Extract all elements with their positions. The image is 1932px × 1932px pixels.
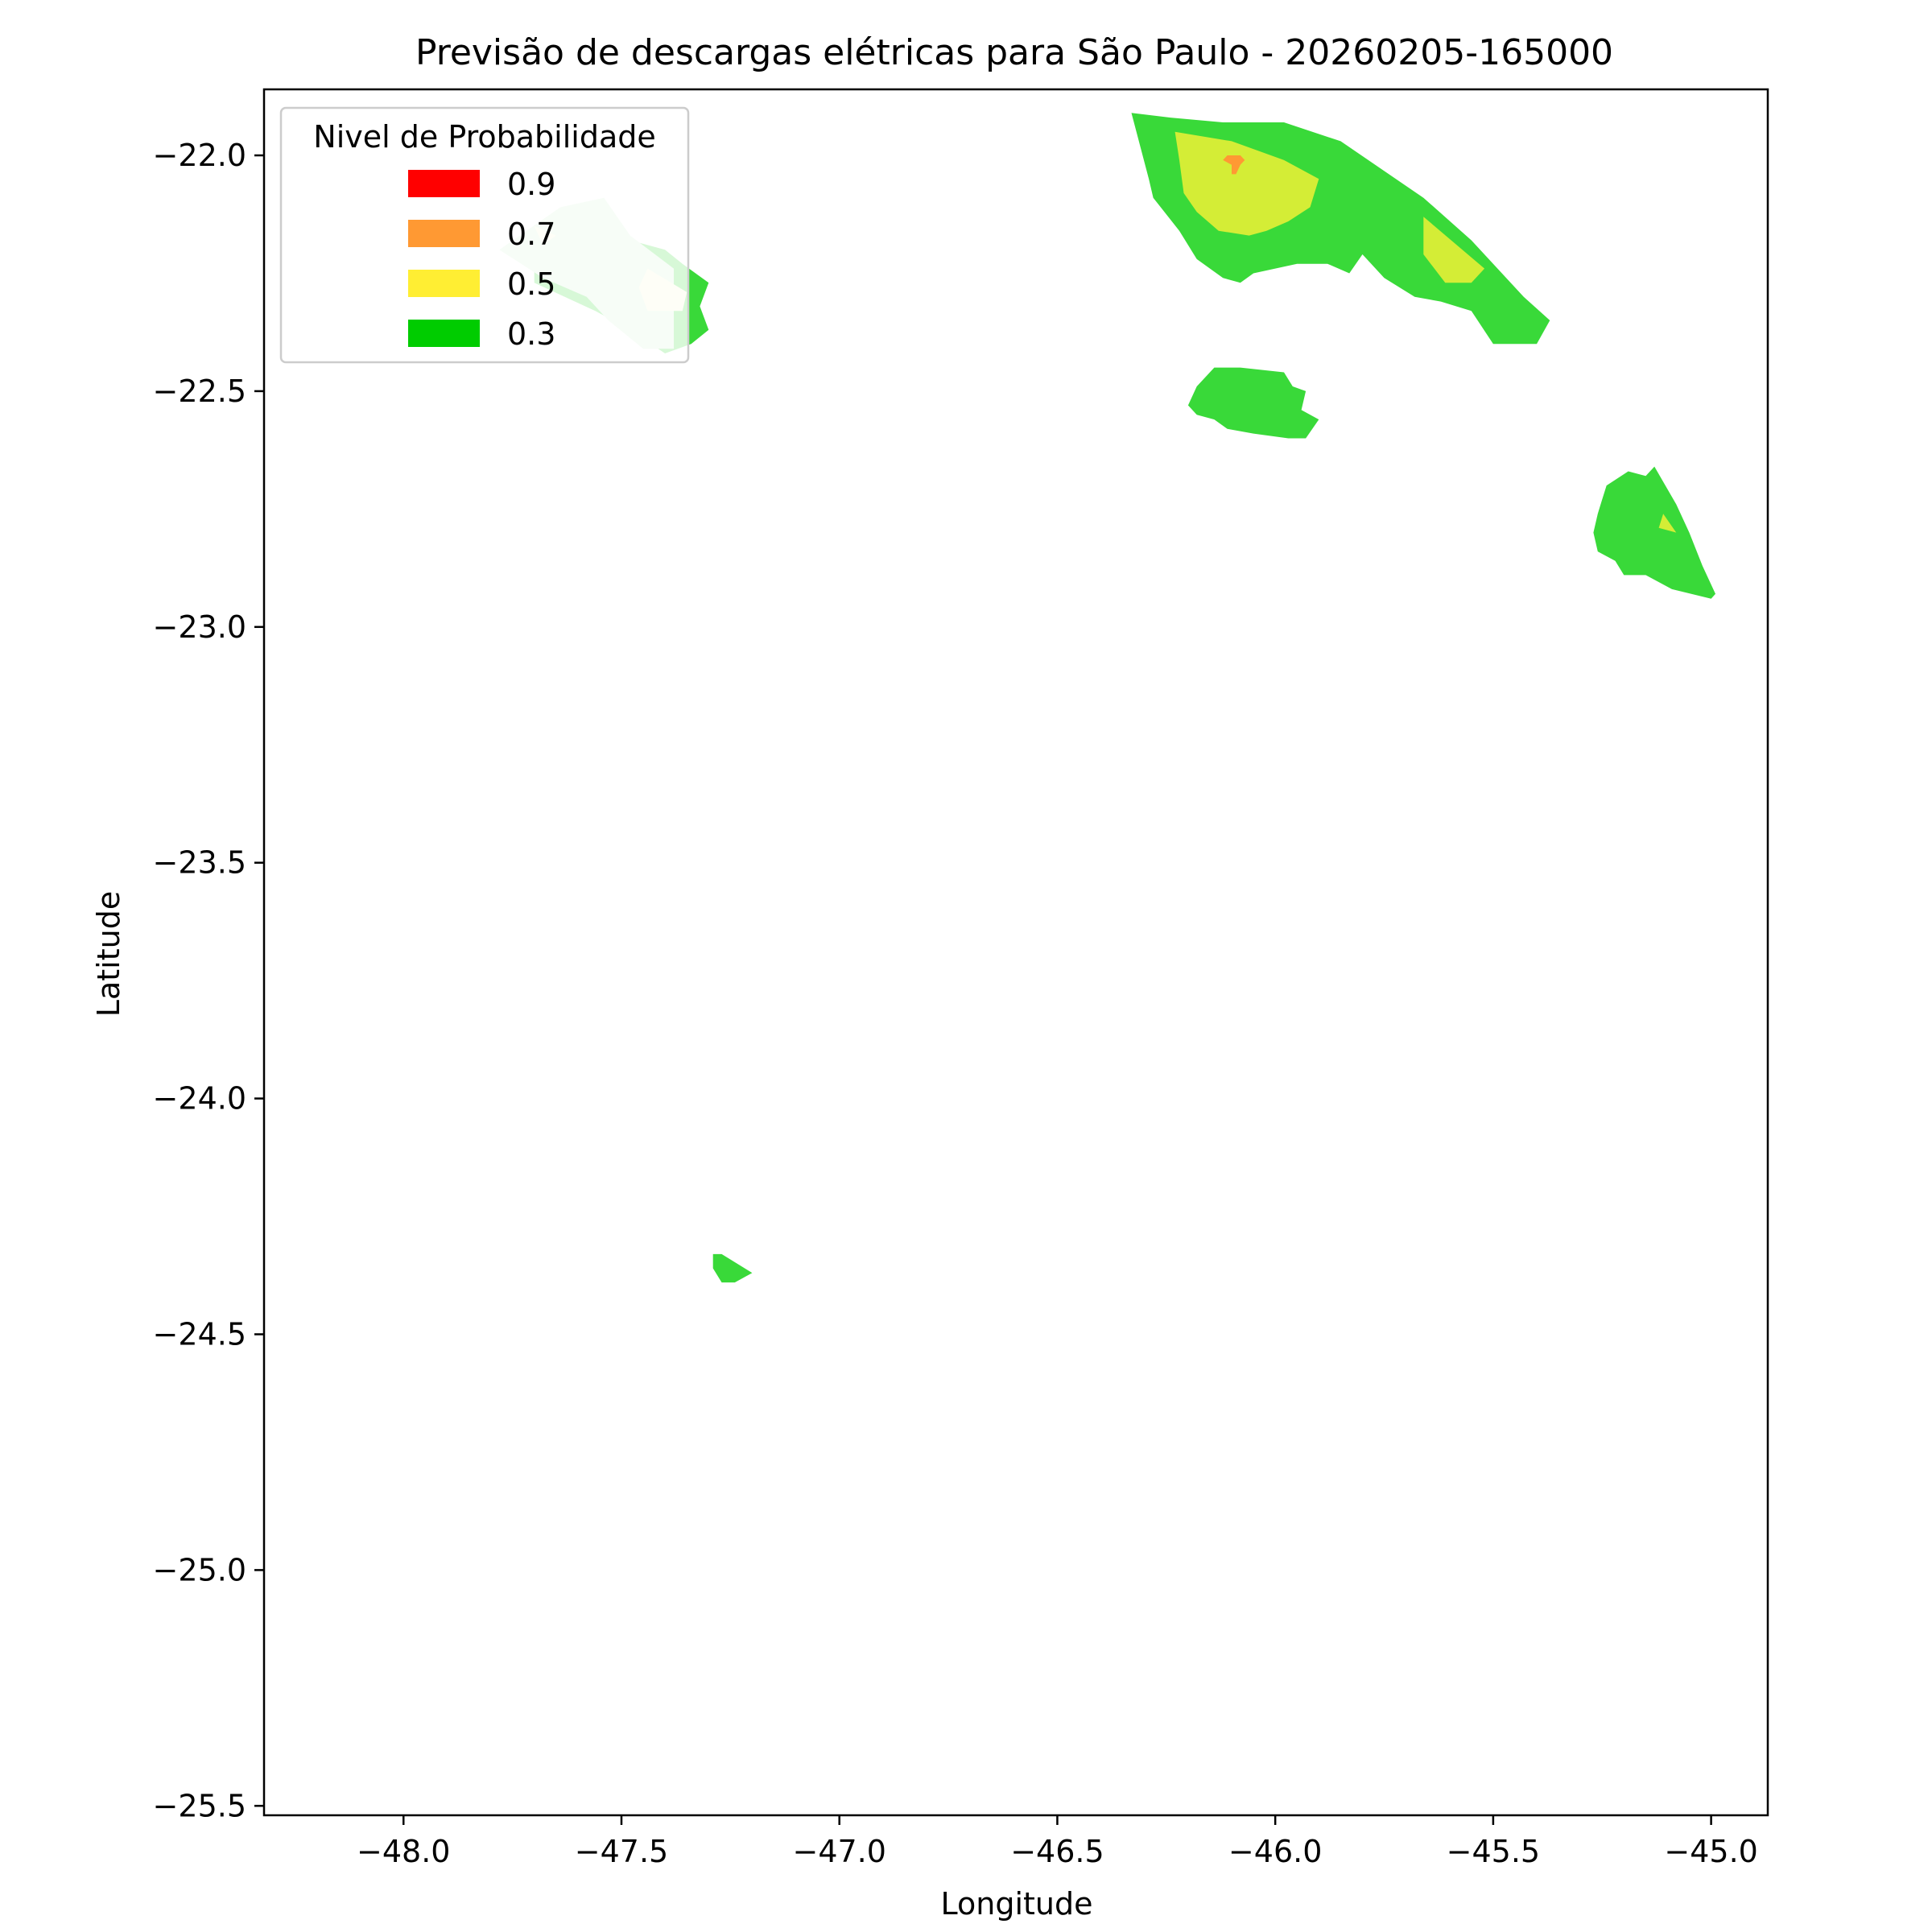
x-tick-label: −46.5 [1010,1834,1104,1869]
legend-label-0-9: 0.9 [507,167,555,202]
probability-region-0-5-1 [1174,131,1319,236]
legend-label-0-3: 0.3 [507,316,555,352]
y-tick-label: −22.5 [153,374,246,409]
legend-swatch-0-5 [408,270,480,297]
legend-label-0-7: 0.7 [507,217,555,252]
y-tick-label: −22.0 [153,138,246,173]
legend-swatch-0-7 [408,220,480,247]
legend-swatch-0-3 [408,320,480,347]
x-tick-label: −47.5 [575,1834,668,1869]
probability-region-0-5-6 [1658,514,1677,533]
probability-region-0-3-4 [1187,367,1319,439]
probability-region-0-3-11 [712,1253,753,1283]
y-tick-label: −24.0 [153,1081,246,1117]
x-tick-label: −45.0 [1664,1834,1757,1869]
legend-title: Nivel de Probabilidade [313,119,655,155]
plot-frame [262,88,1769,1817]
y-tick-label: −25.5 [153,1788,246,1823]
x-axis-label: Longitude [941,1886,1093,1922]
x-tick-label: −45.5 [1447,1834,1540,1869]
axes: −48.0 −47.5 −47.0 −46.5 −46.0 −45.5 −45.0 −22.0… [153,88,1769,1869]
chart-title: Previsão de descargas elétricas para São… [415,32,1613,73]
y-tick-label: −23.0 [153,609,246,645]
legend-box [279,106,690,364]
legend-label-0-5: 0.5 [507,266,555,302]
x-tick-label: −48.0 [357,1834,450,1869]
legend-swatch-0-9 [408,170,480,197]
y-tick-label: −24.5 [153,1316,246,1352]
x-tick-label: −47.0 [792,1834,886,1869]
y-tick-label: −23.5 [153,845,246,881]
probability-region-0-3-5 [1593,466,1715,599]
legend: Nivel de Probabilidade 0.9 0.7 0.5 0.3 [279,106,690,364]
x-tick-label: −46.0 [1228,1834,1322,1869]
y-axis-label: Latitude [91,891,126,1017]
y-tick-label: −25.0 [153,1552,246,1587]
probability-region-0-5-2 [1423,217,1485,283]
probability-region-0-7-3 [1223,155,1245,175]
